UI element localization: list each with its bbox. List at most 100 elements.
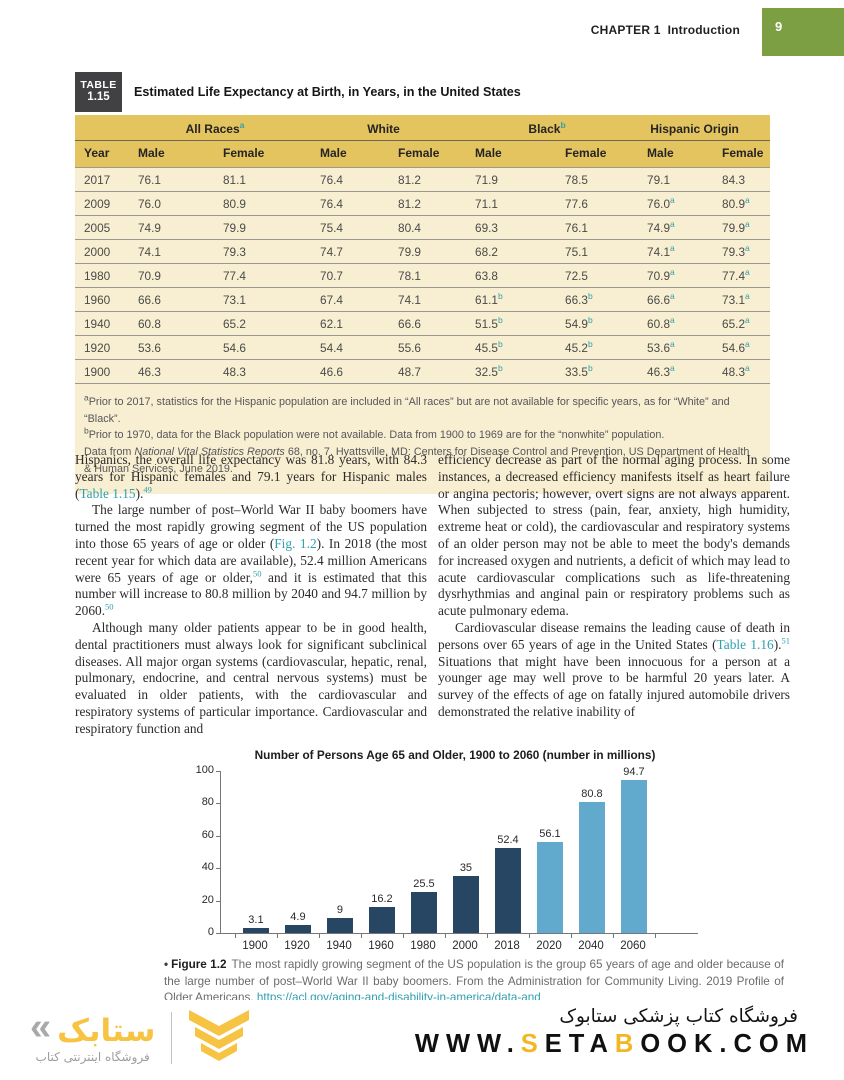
cross-reference-link[interactable]: 50: [105, 601, 114, 612]
table-cell: 2017: [75, 167, 138, 192]
table-cell: 1980: [75, 263, 138, 288]
cross-reference-link[interactable]: Fig. 1.2: [274, 535, 317, 551]
text-run: B: [614, 1030, 641, 1058]
text-run: Prior to 2017, statistics for the Hispan…: [84, 396, 730, 425]
bar-1980: [410, 891, 437, 933]
table-row: 1960 66.6 73.1 67.4 74.1 61.1b 66.3b 66.6a 73.1a: [75, 287, 771, 312]
x-tick-mark: [570, 934, 572, 938]
table-cell: 79.9: [223, 215, 321, 240]
table-cell: 77.4a: [722, 263, 771, 288]
bar-slot: 52.4: [487, 834, 529, 933]
cross-reference-link[interactable]: Table 1.15: [79, 485, 136, 501]
table-column-header: Year: [75, 140, 138, 168]
table-cell: 51.5b: [475, 311, 566, 336]
chapter-number: CHAPTER 1: [590, 23, 661, 37]
bar-value-label: 56.1: [539, 828, 561, 841]
table-cell: 77.4: [223, 263, 321, 288]
table-cell: 81.1: [223, 167, 321, 192]
table-cell: 76.4: [320, 191, 399, 216]
table-cell: 46.3: [138, 359, 223, 384]
logo-tagline: فروشگاه اینترنتی کتاب: [35, 1050, 150, 1064]
table-cell: 46.6: [320, 359, 399, 384]
chevron-emblem-icon: [189, 1010, 250, 1061]
table-cell: 76.4: [320, 167, 399, 192]
bar-value-label: 4.9: [290, 911, 306, 924]
table-column-header: Male: [475, 140, 566, 168]
table-footnote: aPrior to 2017, statistics for the Hispa…: [84, 393, 758, 427]
table-group-header-spacer: [75, 115, 138, 141]
table-cell: 66.3b: [565, 287, 648, 312]
table-cell: 74.9a: [647, 215, 723, 240]
text-run: ). In 2018 (the most recent year for whi…: [75, 535, 428, 585]
table-cell: 2009: [75, 191, 138, 216]
x-tick-label: 2000: [452, 940, 478, 952]
text-run: ETA: [544, 1030, 615, 1058]
table-cell: 80.9: [223, 191, 321, 216]
x-tick-mark: [528, 934, 530, 938]
plot-area: 3.1 4.9 9 16.2 25.5 35 52.4 56.1 80.8 94.7: [215, 766, 698, 938]
table-cell: 48.7: [398, 359, 476, 384]
body-column-left: Hispanics, the overall life expectancy w…: [75, 452, 427, 738]
table-row: 2000 74.1 79.3 74.7 79.9 68.2 75.1 74.1a 79.3a: [75, 239, 771, 264]
paragraph: efficiency decrease as part of the norma…: [438, 452, 790, 620]
x-tick-mark: [486, 934, 488, 938]
table-column-header: Male: [320, 140, 399, 168]
bar-2060: [620, 779, 647, 933]
table-cell: 70.9a: [647, 263, 723, 288]
x-tick-label: 1940: [326, 940, 352, 952]
caption-text: The most rapidly growing segment of the …: [164, 958, 784, 1000]
text-run: The large number of post–World War II ba…: [75, 502, 427, 551]
chart-title: Number of Persons Age 65 and Older, 1900…: [254, 748, 656, 762]
x-tick-mark: [402, 934, 404, 938]
table-group-header: Blackb: [475, 115, 648, 141]
table-cell: 54.6: [223, 335, 321, 360]
table-cell: 79.9: [398, 239, 476, 264]
cross-reference-link[interactable]: https://acl.gov/aging-and-disability-in-…: [256, 991, 541, 1000]
table-cell: 79.3a: [722, 239, 771, 264]
text-run: Situations that might have been innocuou…: [438, 653, 790, 719]
table-cell: 81.2: [398, 191, 476, 216]
table-cell: 74.7: [320, 239, 399, 264]
table-cell: 1940: [75, 311, 138, 336]
bar-slot: 35: [445, 862, 487, 933]
x-tick-label: 2040: [578, 940, 604, 952]
bar-value-label: 94.7: [623, 765, 645, 778]
table-group-header-row: All Racesa White Blackb Hispanic Origin: [75, 115, 771, 141]
table-cell: 2005: [75, 215, 138, 240]
table-column-header: Female: [223, 140, 321, 168]
x-tick-label: 1920: [284, 940, 310, 952]
bar-value-label: 16.2: [371, 892, 393, 905]
text-run: Cardiovascular disease remains the leadi…: [438, 619, 790, 652]
text-run: Data from: [84, 446, 135, 459]
table-cell: 76.1: [138, 167, 223, 192]
bar-1920: [284, 925, 311, 933]
bar-value-label: 9: [336, 904, 343, 917]
table-cell: 72.5: [565, 263, 648, 288]
table-cell: 78.5: [565, 167, 648, 192]
table-column-header: Female: [398, 140, 476, 168]
table-tag-number: 1.15: [87, 91, 110, 104]
table-column-header: Male: [647, 140, 723, 168]
x-tick-mark: [444, 934, 446, 938]
cross-reference-link[interactable]: 49: [143, 484, 152, 495]
x-tick-mark: [654, 934, 656, 938]
y-tick-label: 20: [201, 893, 214, 906]
table-column-header: Male: [138, 140, 223, 168]
cross-reference-link[interactable]: 50: [252, 568, 262, 579]
x-tick-label: 1900: [242, 940, 268, 952]
cross-reference-link[interactable]: 51: [781, 635, 791, 646]
y-tick-label: 40: [201, 861, 214, 874]
x-tick-mark: [234, 934, 236, 938]
store-name-farsi: فروشگاه کتاب پزشکی ستابوک: [559, 1006, 798, 1027]
table-cell: 78.1: [398, 263, 476, 288]
table-cell: 80.9a: [722, 191, 771, 216]
chart-plot-row: 0 20 40 60 80 100 3.1 4.9 9 16.2 25.5 35 52.4 56.1 80…: [186, 764, 698, 938]
cross-reference-link[interactable]: Table 1.16: [716, 636, 774, 652]
bar-value-label: 80.8: [581, 788, 603, 801]
bar-slot: 16.2: [361, 893, 403, 933]
bar-2040: [578, 802, 605, 933]
bar-slot: 56.1: [529, 828, 571, 933]
table-cell: 33.5b: [565, 359, 648, 384]
table-footnotes: aPrior to 2017, statistics for the Hispa…: [75, 384, 770, 494]
